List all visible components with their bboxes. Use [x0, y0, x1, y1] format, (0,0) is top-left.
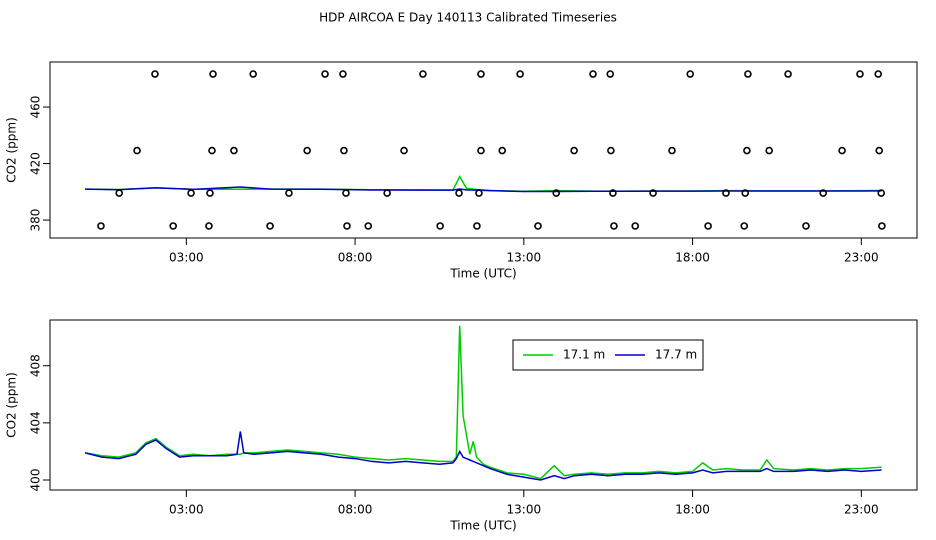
x-axis-label: Time (UTC) [449, 519, 516, 533]
scatter-point [187, 189, 195, 197]
scatter-point [230, 146, 238, 155]
y-tick-label: 420 [29, 152, 43, 175]
y-axis-label: CO2 (ppm) [5, 117, 19, 183]
scatter-point [342, 189, 350, 197]
scatter-point [364, 222, 373, 230]
scatter-point [400, 146, 408, 155]
scatter-point [498, 146, 507, 155]
legend-label: 17.7 m [655, 348, 697, 362]
scatter-point [743, 146, 751, 155]
scatter-point [741, 189, 750, 197]
series-line [84, 431, 882, 481]
scatter-point [475, 189, 483, 197]
scatter-point [704, 222, 712, 230]
scatter-point [383, 189, 391, 197]
scatter-point [552, 189, 561, 197]
series-line [85, 186, 882, 193]
x-tick-label: 13:00 [507, 503, 542, 517]
scatter-point [609, 189, 617, 197]
scatter-point [570, 146, 578, 155]
scatter-point [249, 70, 257, 78]
x-axis-label: Time (UTC) [449, 267, 516, 281]
scatter-point [340, 146, 348, 155]
x-tick-label: 23:00 [844, 251, 879, 265]
scatter-point [339, 70, 347, 78]
x-tick-label: 08:00 [338, 251, 373, 265]
scatter-point [740, 222, 749, 230]
scatter-point [744, 70, 752, 78]
scatter-point [686, 70, 695, 78]
scatter-point [878, 222, 886, 230]
scatter-point [877, 189, 886, 197]
scatter-point [115, 189, 123, 197]
scatter-point [477, 146, 485, 155]
scatter-point [419, 70, 427, 78]
scatter-point [607, 146, 615, 155]
x-tick-label: 18:00 [675, 251, 710, 265]
y-tick-label: 408 [29, 354, 43, 377]
y-tick-label: 460 [29, 96, 43, 119]
scatter-point [205, 222, 213, 230]
x-tick-label: 18:00 [675, 503, 710, 517]
scatter-point [473, 222, 481, 230]
y-tick-label: 380 [29, 209, 43, 232]
scatter-point [765, 146, 773, 155]
scatter-point [838, 146, 846, 155]
scatter-point [206, 189, 214, 197]
x-tick-label: 08:00 [338, 503, 373, 517]
x-tick-label: 13:00 [507, 251, 542, 265]
x-tick-label: 03:00 [169, 503, 204, 517]
scatter-point [856, 70, 864, 78]
scatter-point [516, 70, 524, 78]
scatter-point [208, 146, 216, 155]
scatter-point [668, 146, 676, 155]
scatter-point [321, 70, 329, 78]
scatter-point [133, 146, 141, 155]
scatter-point [534, 222, 542, 230]
series-line [84, 325, 882, 480]
y-axis-label: CO2 (ppm) [5, 372, 19, 438]
legend: 17.1 m 17.7 m [512, 339, 704, 371]
scatter-point [455, 189, 463, 197]
scatter-point [436, 222, 444, 230]
scatter-point [606, 70, 615, 78]
y-tick-label: 404 [29, 411, 43, 434]
scatter-point [169, 222, 177, 230]
scatter-point [266, 222, 274, 230]
chart-title: HDP AIRCOA E Day 140113 Calibrated Times… [319, 11, 617, 25]
scatter-point [874, 70, 882, 78]
scatter-point [343, 222, 351, 230]
scatter-point [97, 222, 105, 230]
scatter-point [477, 70, 485, 78]
scatter-point [209, 70, 217, 78]
legend-label: 17.1 m [563, 348, 605, 362]
x-tick-label: 23:00 [844, 503, 879, 517]
scatter-point [649, 189, 657, 197]
plot-frame [49, 61, 918, 239]
scatter-point [875, 146, 884, 155]
scatter-point [631, 222, 639, 230]
scatter-point [819, 189, 827, 197]
x-tick-label: 03:00 [169, 251, 204, 265]
scatter-point [784, 70, 792, 78]
plot-frame [49, 319, 918, 491]
scatter-point [303, 146, 311, 155]
scatter-point [610, 222, 618, 230]
scatter-point [151, 70, 159, 78]
scatter-point [589, 70, 597, 78]
scatter-point [722, 189, 730, 197]
scatter-point [802, 222, 810, 230]
y-tick-label: 400 [29, 469, 43, 492]
scatter-point [285, 189, 293, 197]
